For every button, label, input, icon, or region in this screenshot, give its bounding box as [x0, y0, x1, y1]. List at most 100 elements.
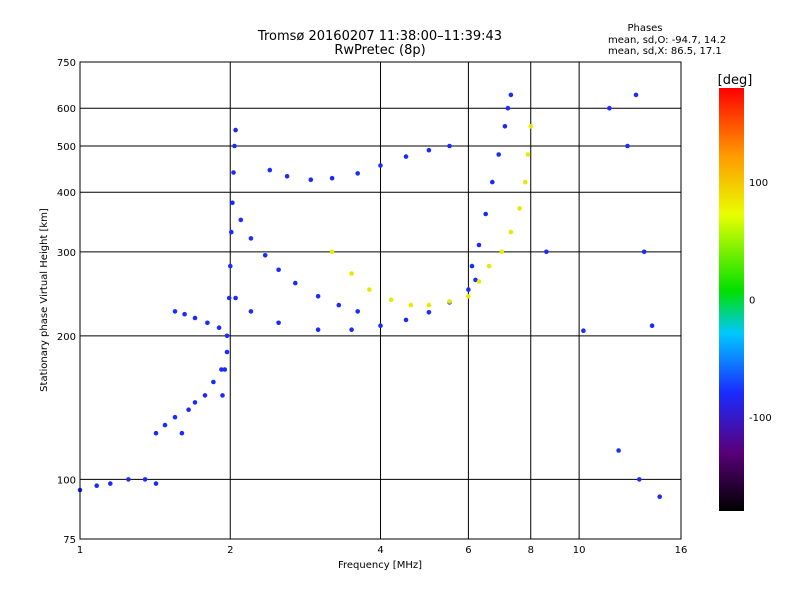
data-point-E-rise: [211, 379, 216, 385]
data-point-F2-X-cusp: [525, 152, 531, 157]
data-point-scatter: [649, 323, 655, 329]
colorbar-tick-label: -100: [749, 413, 772, 424]
data-point-F2-X-cusp: [486, 263, 492, 269]
colorbar-label: [deg]: [718, 73, 753, 88]
data-point-F2-O-upper: [267, 167, 273, 173]
data-point-F1-cusp: [232, 143, 237, 149]
x-tick-label: 16: [675, 545, 688, 556]
y-tick-label: 400: [57, 188, 76, 199]
x-tick-label: 8: [528, 545, 534, 556]
data-point-F2-X-lower: [426, 302, 432, 308]
data-point-scatter: [616, 448, 621, 453]
data-point-Es-patch: [192, 315, 198, 321]
x-tick-label: 10: [573, 545, 586, 556]
data-point-F2-O-upper: [284, 174, 290, 179]
data-point-E-rise: [162, 422, 168, 428]
data-point-E-rise: [172, 414, 178, 420]
data-point-scatter: [641, 249, 647, 255]
grid-lines: [80, 62, 681, 539]
data-point-F2-O-cusp: [496, 152, 502, 157]
data-point-E-rise: [179, 430, 185, 436]
data-point-F2-X-lower: [329, 249, 335, 255]
x-tick-label: 1: [77, 545, 83, 556]
data-point-F2-X-cusp: [499, 249, 505, 255]
data-point-F1-O-upper: [276, 267, 281, 273]
data-point-F2-O-lower: [349, 327, 354, 333]
data-point-F2-O-upper: [378, 163, 383, 168]
data-point-F2-X-lower: [466, 294, 471, 299]
data-point-F2-O-cusp: [502, 124, 508, 129]
data-point-F2-X-lower: [349, 271, 354, 276]
data-point-F2-O-cusp: [508, 92, 514, 98]
data-point-F2-O-cusp: [469, 263, 475, 269]
colorbar-tick-label: 0: [749, 296, 755, 307]
data-point-E-rise: [186, 407, 191, 413]
data-point-Es-patch: [182, 311, 187, 317]
data-point-F2-O-upper: [426, 147, 432, 153]
data-point-F2-O-lower: [276, 320, 281, 326]
data-point-E-rise: [153, 430, 159, 436]
data-point-Es-patch: [172, 309, 178, 314]
data-point-F2-X-cusp: [528, 124, 534, 129]
data-point-F1-O-upper: [336, 302, 342, 308]
data-point-F1-cusp: [231, 170, 236, 175]
data-point-F2-X-lower: [388, 297, 394, 303]
data-point-scatter: [625, 143, 630, 149]
data-point-Es-patch: [205, 320, 210, 326]
data-point-F2-X-cusp: [508, 229, 514, 235]
data-point-scatter: [633, 92, 639, 98]
y-tick-labels: 75 100 200 300 400 500 600 750: [57, 58, 76, 546]
y-tick-label: 75: [63, 535, 76, 546]
data-point-scatter: [544, 249, 549, 255]
data-point-F2-X-cusp: [476, 279, 482, 284]
data-point-F2-O-lower: [466, 287, 471, 292]
data-point-F2-O-upper: [355, 171, 361, 176]
colorbar-ticks: 100 0 -100: [749, 178, 772, 424]
data-point-F2-O-lower: [403, 317, 409, 323]
data-point-low-E: [142, 477, 148, 482]
data-point-E-rise: [202, 393, 208, 398]
y-tick-label: 300: [57, 248, 76, 259]
y-axis-label: Stationary phase Virtual Height [km]: [39, 208, 50, 392]
data-point-F2-O-upper: [447, 143, 452, 149]
data-point-F2-O-cusp: [476, 242, 482, 248]
data-point-F2-O-cusp: [505, 105, 511, 111]
x-tick-label: 2: [227, 545, 233, 556]
y-tick-label: 600: [57, 104, 76, 115]
data-point-F1-O-upper: [293, 280, 298, 286]
data-points: [77, 92, 662, 500]
colorbar-tick-label: 100: [749, 178, 768, 189]
data-point-E-rise: [192, 400, 198, 405]
data-point-F2-O-lower: [378, 323, 383, 329]
data-point-F2-X-lower: [447, 299, 452, 304]
data-point-E-rise: [224, 349, 230, 355]
data-point-F2-O-upper: [329, 175, 335, 181]
data-point-F2-X-lower: [367, 287, 372, 292]
stats-heading: Phases: [627, 23, 662, 34]
data-point-E-rise: [219, 367, 224, 372]
data-point-scatter: [607, 105, 612, 111]
data-point-F2-O-cusp: [490, 179, 495, 185]
data-point-F2-O-upper: [403, 154, 409, 159]
data-point-F2-O-lower: [473, 277, 478, 283]
data-point-F1-cusp: [230, 200, 235, 206]
data-point-F2-O-lower: [315, 327, 321, 333]
y-tick-label: 750: [57, 58, 76, 69]
data-point-low-E: [153, 481, 159, 486]
x-tick-label: 4: [377, 545, 383, 556]
data-point-F2-X-cusp: [517, 206, 522, 211]
data-point-scatter: [657, 494, 662, 500]
y-tick-label: 500: [57, 142, 76, 153]
chart-subtitle: RwPretec (8p): [334, 43, 425, 58]
data-point-low-E: [94, 483, 99, 489]
data-point-F2-O-lower: [248, 309, 254, 314]
colorbar: [719, 88, 744, 511]
x-axis-label: Frequency [MHz]: [338, 560, 422, 571]
plot-frame: [79, 61, 682, 540]
data-point-F2-O-cusp: [483, 211, 489, 217]
x-tick-label: 6: [465, 545, 471, 556]
data-point-Es-patch: [216, 325, 222, 331]
data-point-F1-O-upper: [262, 253, 268, 258]
data-point-scatter: [581, 328, 586, 334]
